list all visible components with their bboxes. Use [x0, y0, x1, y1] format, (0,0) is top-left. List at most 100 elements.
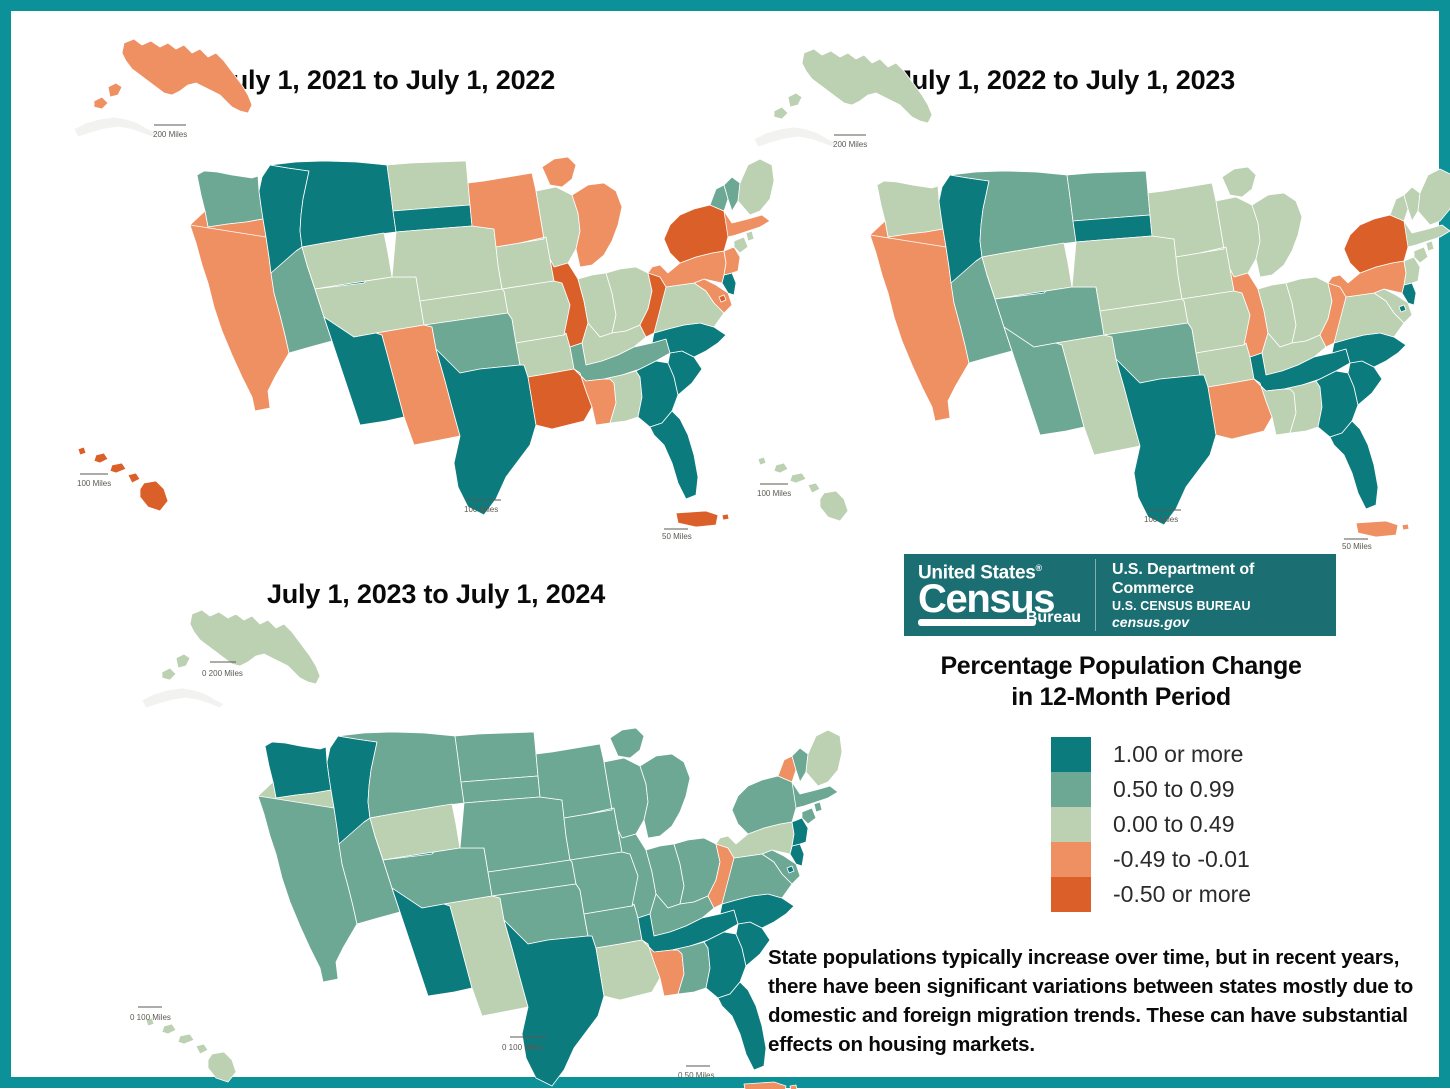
state-NJ: [723, 246, 741, 276]
scalebar-puertorico-3: 0 50 Miles: [678, 1065, 714, 1080]
svg-text:100 Miles: 100 Miles: [464, 505, 498, 514]
logo-rule-group: Bureau: [918, 610, 1081, 631]
legend-row: 0.50 to 0.99: [1051, 772, 1251, 807]
state-NJ: [791, 817, 809, 847]
state-AK: [801, 48, 933, 124]
legend-swatch: [1051, 877, 1091, 912]
svg-text:50 Miles: 50 Miles: [662, 532, 692, 541]
scalebar-puertorico-2: 50 Miles: [1342, 538, 1372, 551]
svg-text:100 Miles: 100 Miles: [1144, 515, 1178, 524]
states-group: [753, 48, 1450, 538]
legend-swatch: [1051, 842, 1091, 877]
state-CT: [733, 236, 749, 254]
state-FL: [649, 410, 699, 500]
choropleth-map-2: 200 Miles 100 Miles 100 Miles 50 Miles: [753, 48, 1450, 551]
state-MI: [639, 753, 691, 839]
state-LA: [1207, 378, 1273, 440]
svg-text:200 Miles: 200 Miles: [833, 140, 867, 149]
logo-agency-block: U.S. Department of Commerce U.S. CENSUS …: [1096, 560, 1336, 631]
infographic-inner: July 1, 2021 to July 1, 2022 200 Miles 1…: [11, 11, 1450, 1089]
state-PR: [675, 510, 719, 528]
state-PR: [721, 513, 730, 521]
state-MD: [1373, 288, 1413, 324]
state-TX: [503, 919, 605, 1087]
state-WA: [196, 170, 264, 228]
state-HI: [195, 1043, 209, 1055]
map-panel-2023-2024: July 1, 2023 to July 1, 2024 0 200 Miles…: [106, 559, 843, 1089]
state-ME: [1417, 168, 1450, 226]
scalebar-puertorico-1: 50 Miles: [662, 528, 692, 541]
scalebar-lower48-2: 100 Miles: [1144, 509, 1181, 524]
state-RI: [813, 801, 823, 813]
state-CT: [1413, 246, 1429, 264]
state-DC: [718, 294, 727, 303]
legend-swatch: [1051, 772, 1091, 807]
state-TX: [435, 348, 537, 516]
logo-department: U.S. Department of Commerce: [1112, 560, 1255, 597]
legend-row: 0.00 to 0.49: [1051, 807, 1251, 842]
logo-wordmark: United States® Census Bureau: [918, 558, 1096, 632]
state-ME: [805, 729, 843, 787]
state-MA: [723, 210, 771, 238]
state-WA: [264, 741, 332, 799]
state-MD: [761, 849, 801, 885]
legend-row: -0.50 or more: [1051, 877, 1251, 912]
logo-website: census.gov: [1112, 613, 1190, 630]
state-HI: [757, 456, 767, 466]
state-MI: [541, 156, 577, 188]
state-MI: [1221, 166, 1257, 198]
svg-text:100 Miles: 100 Miles: [77, 479, 111, 488]
state-PR: [1401, 523, 1410, 531]
state-MI: [571, 182, 623, 268]
legend-list: 1.00 or more 0.50 to 0.99 0.00 to 0.49 -0.4…: [1051, 737, 1251, 912]
state-AK-aleutians: [141, 687, 225, 709]
state-AK-islands: [161, 653, 191, 681]
scalebar-lower48-1: 100 Miles: [464, 499, 501, 514]
state-PR: [743, 1081, 787, 1089]
state-HI: [139, 480, 169, 512]
state-LA: [527, 368, 593, 430]
scalebar-lower48-3: 0 100 Miles: [502, 1036, 546, 1052]
state-NH: [791, 747, 809, 783]
legend-label: 0.50 to 0.99: [1113, 776, 1235, 802]
state-HI: [789, 472, 807, 484]
state-NJ: [1403, 256, 1421, 286]
legend-row: -0.49 to -0.01: [1051, 842, 1251, 877]
state-AK-islands: [93, 82, 123, 110]
state-HI: [177, 1033, 195, 1045]
state-PR: [1355, 520, 1399, 538]
legend-swatch: [1051, 737, 1091, 772]
svg-text:50 Miles: 50 Miles: [1342, 542, 1372, 551]
state-HI: [77, 446, 87, 456]
caption-text: State populations typically increase ove…: [768, 946, 1414, 1056]
state-RI: [745, 230, 755, 242]
choropleth-map-1: 200 Miles 100 Miles 100 Miles 50 Miles: [73, 38, 775, 541]
legend-row: 1.00 or more: [1051, 737, 1251, 772]
map-title-2: July 1, 2022 to July 1, 2023: [896, 65, 1236, 95]
logo-agency: U.S. CENSUS BUREAU: [1112, 598, 1251, 613]
state-AL: [603, 370, 643, 424]
logo-census-word: Census: [918, 577, 1055, 622]
legend-label: 1.00 or more: [1113, 741, 1244, 767]
state-FL: [717, 981, 767, 1071]
states-group: [141, 609, 843, 1089]
choropleth-map-3: 0 200 Miles 0 100 Miles 0 100 Miles 0 50…: [130, 609, 843, 1089]
state-HI: [819, 490, 849, 522]
state-HI: [127, 472, 141, 484]
logo-united-states: United States®: [918, 562, 1042, 584]
state-FL: [1329, 420, 1379, 510]
legend-title: Percentage Population Change in 12-Month…: [891, 651, 1351, 713]
state-RI: [1425, 240, 1435, 252]
state-AL: [671, 941, 711, 995]
state-HI: [109, 462, 127, 474]
map-title-1: July 1, 2021 to July 1, 2022: [216, 65, 556, 95]
state-DC: [786, 865, 795, 874]
state-HI: [773, 462, 789, 474]
state-HI: [145, 1017, 155, 1027]
census-bureau-logo: United States® Census Bureau U.S. Depart…: [904, 554, 1336, 636]
legend-label: -0.49 to -0.01: [1113, 846, 1250, 872]
state-MI: [609, 727, 645, 759]
legend-title-line2: in 12-Month Period: [1011, 683, 1231, 711]
scalebar-hawaii-1: 100 Miles: [77, 473, 111, 488]
